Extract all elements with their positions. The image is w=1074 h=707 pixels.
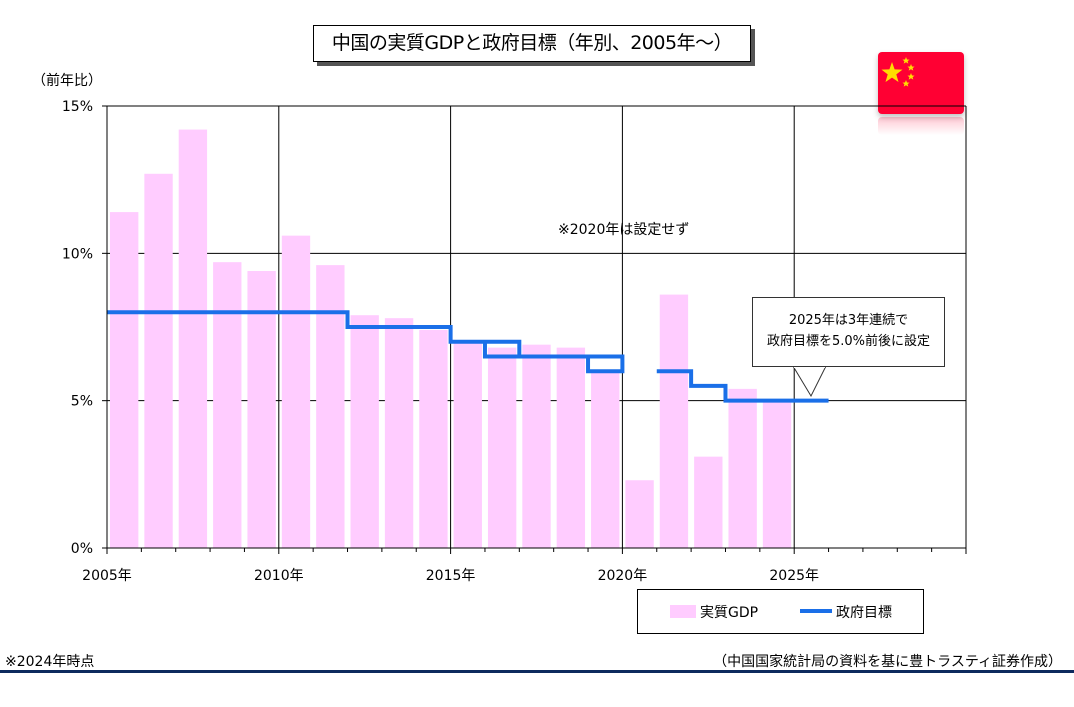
target-line (107, 310, 829, 403)
gdp-bar (110, 212, 139, 548)
china-flag-icon (878, 52, 964, 114)
gdp-bar (556, 347, 586, 548)
gdp-bar (728, 388, 757, 548)
y-tick-label: 10% (62, 246, 93, 262)
gdp-bar (384, 318, 414, 548)
legend-gdp-swatch (670, 605, 696, 618)
x-tick-labels: 2005年 2010年 2015年 2020年 2025年 (82, 568, 819, 584)
axes (102, 105, 967, 554)
x-tick-label: 2020年 (598, 568, 648, 584)
flag-small-star (907, 73, 915, 80)
gdp-bar (419, 329, 448, 548)
gdp-bar (522, 344, 551, 548)
target-step-segment (656, 369, 829, 403)
flag-small-star (902, 80, 910, 87)
gdp-bar (591, 371, 620, 548)
legend-target-swatch (800, 609, 832, 613)
x-tick-label: 2005年 (82, 568, 132, 584)
legend-target-label: 政府目標 (836, 605, 892, 621)
gdp-bar (144, 173, 173, 549)
callout-box: 2025年は3年連続で 政府目標を5.0%前後に設定 (752, 297, 945, 367)
gdp-bar (625, 480, 654, 548)
gdp-bar (453, 341, 482, 548)
footnote-as-of: ※2024年時点 (5, 654, 95, 670)
note-2020: ※2020年は設定せず (558, 222, 690, 238)
footnote-source: （中国国家統計局の資料を基に豊トラスティ証券作成） (713, 654, 1062, 670)
callout-line-2: 政府目標を5.0%前後に設定 (766, 334, 931, 349)
y-tick-label: 0% (71, 541, 93, 557)
y-tick-labels: 0% 5% 10% 15% (62, 99, 93, 557)
target-step-segment (107, 310, 625, 374)
gdp-bar (247, 271, 276, 548)
x-tick-label: 2025年 (769, 568, 819, 584)
y-axis-unit: （前年比） (32, 73, 102, 89)
gdp-bar (694, 456, 723, 548)
flag-reflection (878, 117, 964, 135)
y-tick-label: 5% (71, 394, 93, 410)
legend-gdp-label: 実質GDP (700, 605, 759, 621)
flag-stars (881, 57, 915, 87)
legend: 実質GDP 政府目標 (637, 589, 924, 634)
gdp-bar (350, 315, 379, 548)
gdp-bar (213, 262, 242, 548)
flag-small-star (902, 57, 910, 64)
callout-tail (792, 365, 827, 398)
chart-title: 中国の実質GDPと政府目標（年別、2005年～） (313, 25, 751, 62)
gdp-bar (281, 235, 311, 549)
flag-big-star (881, 62, 903, 82)
x-tick-label: 2015年 (426, 568, 476, 584)
y-tick-label: 15% (62, 99, 93, 115)
bottom-rule (0, 670, 1074, 673)
gdp-bar (762, 400, 792, 548)
gdp-bar (178, 129, 208, 548)
gdp-bar (316, 265, 345, 548)
gdp-bar (487, 347, 517, 548)
callout-line-1: 2025年は3年連続で (788, 313, 909, 328)
gdp-bar (659, 294, 689, 548)
x-tick-label: 2010年 (254, 568, 304, 584)
flag-small-star (907, 64, 915, 71)
